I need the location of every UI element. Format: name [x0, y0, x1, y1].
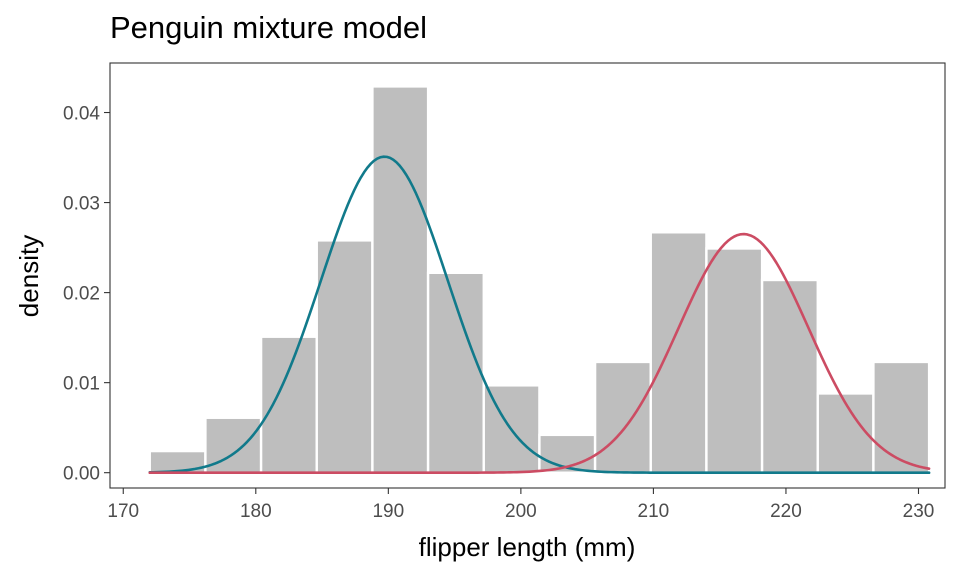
- y-tick-label-1: 0.01: [63, 374, 100, 395]
- histogram-bar-11: [705, 247, 764, 474]
- y-tick-label-0: 0.00: [63, 464, 100, 485]
- histogram-bars: [148, 85, 931, 474]
- histogram-bar-4: [315, 239, 374, 474]
- x-tick-label-210: 210: [638, 501, 670, 522]
- x-tick-label-230: 230: [903, 501, 935, 522]
- y-tick-label-4: 0.04: [63, 104, 100, 125]
- histogram-bar-5: [371, 85, 430, 474]
- histogram-bar-3: [259, 335, 318, 474]
- x-tick-label-220: 220: [770, 501, 802, 522]
- histogram-bar-9: [593, 360, 652, 474]
- histogram-bar-10: [649, 231, 708, 474]
- histogram-bar-13: [816, 392, 875, 474]
- mixture-curve-1: [148, 155, 931, 474]
- x-axis-label: flipper length (mm): [419, 532, 636, 562]
- chart-title: Penguin mixture model: [110, 10, 427, 45]
- x-tick-label-200: 200: [505, 501, 537, 522]
- x-tick-label-180: 180: [240, 501, 272, 522]
- histogram-bar-14: [872, 360, 931, 474]
- mixture-curves: [148, 155, 931, 474]
- x-tick-label-170: 170: [107, 501, 139, 522]
- y-tick-label-3: 0.03: [63, 194, 100, 215]
- x-axis: 170 180 190 200 210 220 230: [107, 488, 934, 522]
- plot-panel-border: [109, 62, 946, 489]
- y-axis: 0.00 0.01 0.02 0.03 0.04: [63, 104, 110, 485]
- y-axis-label: density: [14, 235, 44, 317]
- histogram-bar-12: [760, 278, 819, 474]
- x-tick-label-190: 190: [372, 501, 404, 522]
- mixture-curve-2: [148, 232, 931, 474]
- y-tick-label-2: 0.02: [63, 284, 100, 305]
